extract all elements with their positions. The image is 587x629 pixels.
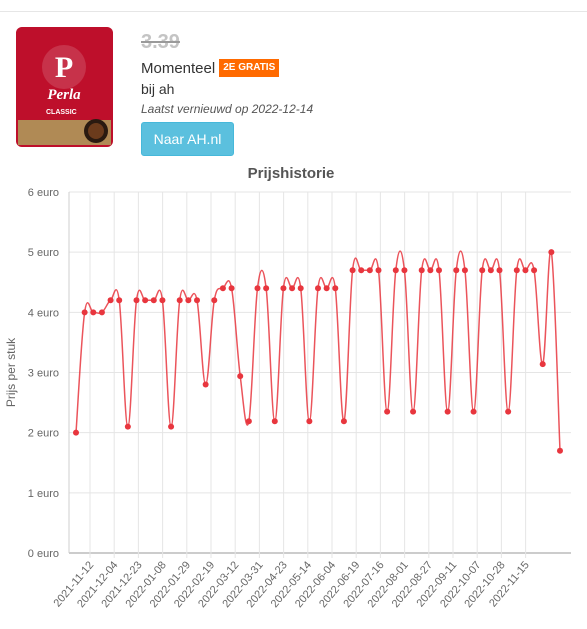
price-point bbox=[254, 285, 261, 292]
price-point bbox=[202, 381, 209, 388]
price-point bbox=[522, 267, 529, 274]
price-point bbox=[124, 423, 131, 430]
price-point bbox=[271, 418, 278, 425]
price-point bbox=[349, 267, 356, 274]
coffee-pad-package-image: P Perla CLASSIC bbox=[16, 27, 113, 147]
price-point bbox=[323, 285, 330, 292]
price-point bbox=[332, 285, 339, 292]
price-point bbox=[289, 285, 296, 292]
y-tick-label: 2 euro bbox=[28, 428, 59, 440]
y-tick-label: 6 euro bbox=[28, 187, 59, 199]
promo-badge: 2E GRATIS bbox=[219, 59, 280, 77]
price-point bbox=[90, 309, 97, 316]
price-point bbox=[107, 297, 114, 304]
price-series-line bbox=[75, 250, 561, 451]
price-point bbox=[375, 267, 382, 274]
price-point bbox=[280, 285, 287, 292]
price-point bbox=[427, 267, 434, 274]
price-point bbox=[219, 285, 226, 292]
current-offer-row: Momenteel 2E GRATIS bbox=[141, 59, 280, 77]
price-point bbox=[513, 267, 520, 274]
chart-title: Prijshistorie bbox=[248, 165, 335, 182]
price-point bbox=[211, 297, 218, 304]
price-point bbox=[168, 423, 175, 430]
price-point bbox=[505, 408, 512, 415]
y-axis-label: Prijs per stuk bbox=[4, 337, 18, 407]
price-point bbox=[366, 267, 373, 274]
price-point bbox=[384, 408, 391, 415]
y-tick-label: 1 euro bbox=[28, 488, 59, 500]
price-point bbox=[479, 267, 486, 274]
last-updated: Laatst vernieuwd op 2022-12-14 bbox=[141, 102, 314, 116]
price-point bbox=[496, 267, 503, 274]
price-point bbox=[185, 297, 192, 304]
price-point bbox=[263, 285, 270, 292]
price-point bbox=[133, 297, 140, 304]
price-point bbox=[410, 408, 417, 415]
y-tick-label: 4 euro bbox=[28, 307, 59, 319]
price-point bbox=[548, 249, 555, 256]
price-point bbox=[436, 267, 442, 274]
price-point bbox=[531, 267, 538, 274]
price-point bbox=[453, 267, 460, 274]
price-point bbox=[340, 418, 347, 425]
price-point bbox=[461, 267, 468, 274]
price-point bbox=[297, 285, 304, 292]
price-point bbox=[470, 408, 477, 415]
price-point bbox=[194, 297, 200, 304]
old-price: 3.39 bbox=[141, 31, 180, 53]
price-point bbox=[306, 418, 313, 425]
price-point bbox=[150, 297, 157, 304]
top-divider bbox=[0, 11, 587, 12]
go-to-store-button[interactable]: Naar AH.nl bbox=[141, 122, 234, 156]
price-point bbox=[315, 285, 321, 292]
y-tick-label: 5 euro bbox=[28, 247, 59, 259]
y-tick-label: 0 euro bbox=[28, 548, 59, 560]
price-point bbox=[401, 267, 408, 274]
package-brand: Perla bbox=[47, 87, 81, 103]
price-point bbox=[444, 408, 451, 415]
price-history-chart: Prijshistorie 0 euro 1 euro 2 euro 3 euro 4 e… bbox=[4, 165, 571, 610]
price-point bbox=[539, 361, 546, 368]
price-point bbox=[487, 267, 494, 274]
price-point bbox=[159, 297, 166, 304]
price-point bbox=[142, 297, 149, 304]
price-point bbox=[237, 373, 244, 380]
price-point bbox=[557, 447, 563, 454]
price-point bbox=[358, 267, 365, 274]
price-point bbox=[418, 267, 425, 274]
price-point bbox=[81, 309, 88, 316]
price-point bbox=[245, 418, 252, 425]
status-label: Momenteel bbox=[141, 59, 216, 77]
price-point bbox=[116, 297, 123, 304]
price-point bbox=[392, 267, 399, 274]
price-point bbox=[73, 429, 79, 436]
y-tick-label: 3 euro bbox=[28, 368, 59, 380]
package-variant: CLASSIC bbox=[46, 109, 77, 116]
svg-text:P: P bbox=[55, 51, 73, 84]
price-point bbox=[228, 285, 235, 292]
price-point bbox=[176, 297, 183, 304]
store-name: bij ah bbox=[141, 81, 175, 97]
price-point bbox=[98, 309, 105, 316]
